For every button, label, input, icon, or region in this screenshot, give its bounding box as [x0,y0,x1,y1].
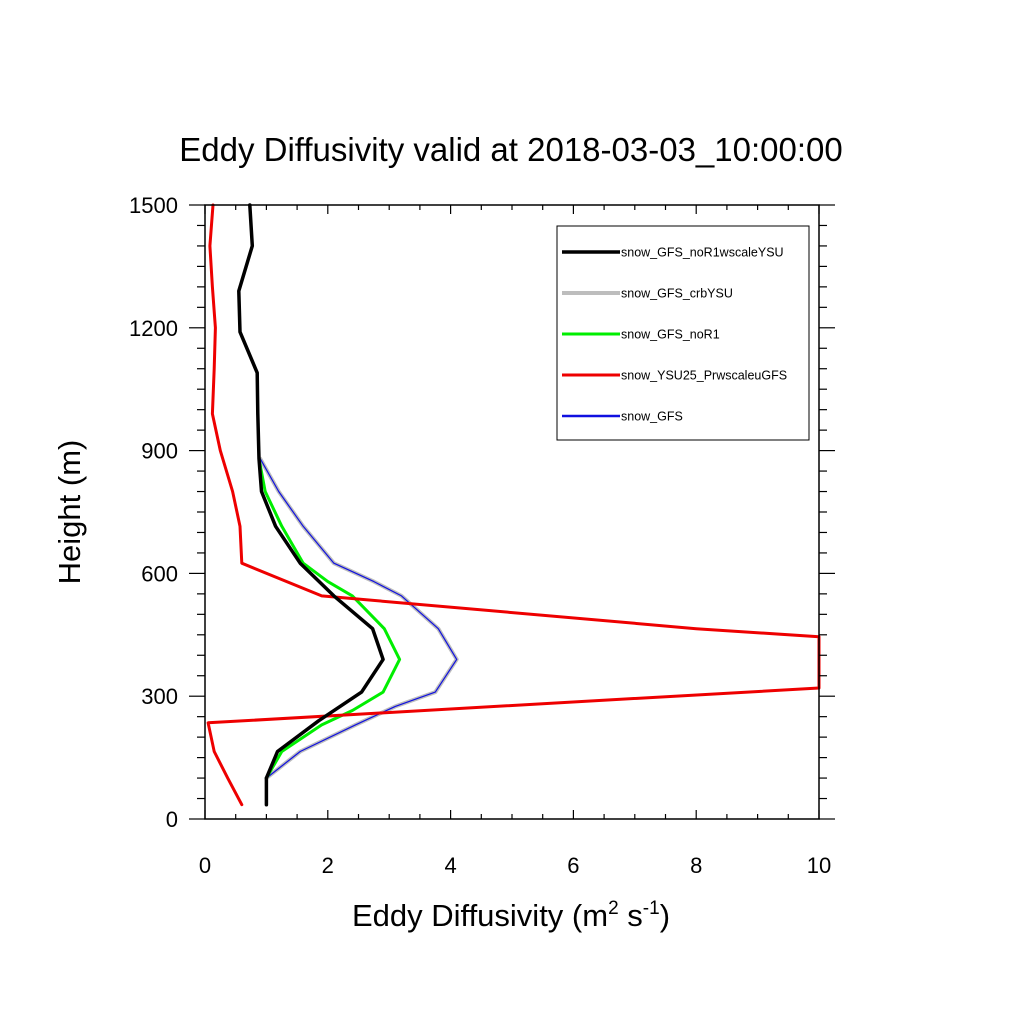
x-tick-label: 2 [322,853,334,878]
y-tick-label: 300 [141,684,178,709]
x-tick-label: 0 [199,853,211,878]
legend-box [556,225,810,441]
y-tick-label: 1200 [129,316,178,341]
series-layer [206,203,821,807]
series-line-snow-ysu25-prwscaleugfs [206,203,821,807]
y-axis-label: Height (m) [52,440,87,585]
tick-layer: 0 2 4 6 8 10 0 300 600 900 1200 1500 [129,193,835,878]
y-tick-label: 0 [166,807,178,832]
series-line-snow-gfs-nor1wscaleysu [237,203,385,807]
x-tick-label: 10 [807,853,831,878]
legend-label-snow-ysu25-prwscaleugfs: snow_YSU25_PrwscaleuGFS [621,369,787,383]
legend-label-snow-gfs-nor1wscaleysu: snow_GFS_noR1wscaleYSU [621,246,784,260]
y-tick-label: 600 [141,561,178,586]
legend-label-snow-gfs-crbysu: snow_GFS_crbYSU [621,287,733,301]
series-line-snow-gfs [259,458,458,779]
y-tick-label: 1500 [129,193,178,218]
legend-label-snow-gfs-nor1: snow_GFS_noR1 [621,328,720,342]
chart-title: Eddy Diffusivity valid at 2018-03-03_10:… [179,131,842,168]
y-tick-label: 900 [141,439,178,464]
x-tick-label: 4 [444,853,456,878]
series-line-snow-gfs-nor1 [257,457,402,780]
x-tick-label: 6 [567,853,579,878]
x-tick-label: 8 [690,853,702,878]
legend: snow_GFS_noR1wscaleYSU snow_GFS_crbYSUsno… [556,225,810,441]
x-axis-label: Eddy Diffusivity (m2 s-1) [352,898,670,933]
legend-label-snow-gfs: snow_GFS [621,410,683,424]
